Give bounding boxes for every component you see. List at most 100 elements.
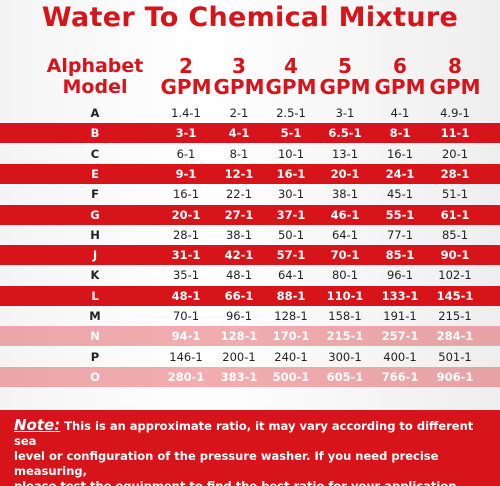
cell: 240-1 bbox=[274, 349, 308, 364]
cell: 215-1 bbox=[438, 309, 472, 323]
row-label: O bbox=[90, 369, 100, 384]
cell: 31-1 bbox=[171, 248, 201, 263]
cell: 35-1 bbox=[172, 268, 200, 283]
cell: 906-1 bbox=[436, 369, 474, 384]
cell: 280-1 bbox=[167, 369, 205, 384]
cell: 102-1 bbox=[438, 268, 472, 283]
cell: 42-1 bbox=[224, 248, 254, 263]
row-label: L bbox=[91, 288, 99, 303]
cell: 10-1 bbox=[277, 146, 305, 161]
note-line: level or configuration of the pressure w… bbox=[14, 449, 439, 478]
cell: 96-1 bbox=[225, 309, 253, 323]
table-row: J 31-1 42-1 57-1 70-1 85-1 90-1 bbox=[0, 245, 500, 266]
cell: 61-1 bbox=[440, 207, 470, 222]
cell: 2-1 bbox=[229, 106, 249, 120]
cell: 12-1 bbox=[224, 166, 254, 181]
cell: 2.5-1 bbox=[276, 106, 306, 120]
cell: 48-1 bbox=[225, 268, 253, 283]
cell: 38-1 bbox=[225, 227, 253, 242]
row-label: G bbox=[90, 207, 100, 222]
cell: 128-1 bbox=[220, 329, 258, 344]
column-header: 4 GPM bbox=[261, 56, 321, 98]
cell: 85-1 bbox=[441, 227, 469, 242]
table-row: E 9-1 12-1 16-1 20-1 24-1 28-1 bbox=[0, 163, 500, 184]
cell: 38-1 bbox=[331, 187, 359, 202]
cell: 16-1 bbox=[386, 146, 414, 161]
cell: 85-1 bbox=[385, 248, 415, 263]
header-line: 5 bbox=[338, 54, 352, 78]
cell: 57-1 bbox=[276, 248, 306, 263]
cell: 51-1 bbox=[441, 187, 469, 202]
header-line: GPM bbox=[265, 75, 317, 99]
table-row: K 35-1 48-1 64-1 80-1 96-1 102-1 bbox=[0, 265, 500, 285]
cell: 6-1 bbox=[176, 146, 196, 161]
cell: 8-1 bbox=[229, 146, 249, 161]
cell: 55-1 bbox=[385, 207, 415, 222]
table-row: B 3-1 4-1 5-1 6.5-1 8-1 11-1 bbox=[0, 123, 500, 144]
note-band: Note: This is an approximate ratio, it ma… bbox=[0, 410, 500, 486]
cell: 90-1 bbox=[440, 248, 470, 263]
table-row: N 94-1 128-1 170-1 215-1 257-1 284-1 bbox=[0, 326, 500, 347]
cell: 16-1 bbox=[276, 166, 306, 181]
cell: 16-1 bbox=[172, 187, 200, 202]
table-row: M 70-1 96-1 128-1 158-1 191-1 215-1 bbox=[0, 306, 500, 326]
header-line: GPM bbox=[213, 75, 265, 99]
cell: 64-1 bbox=[277, 268, 305, 283]
cell: 64-1 bbox=[331, 227, 359, 242]
cell: 4.9-1 bbox=[440, 106, 470, 120]
header-line: GPM bbox=[429, 75, 481, 99]
cell: 94-1 bbox=[171, 329, 201, 344]
header-line: GPM bbox=[374, 75, 426, 99]
row-label: N bbox=[90, 329, 100, 344]
column-header: 8 GPM bbox=[425, 56, 485, 98]
cell: 1.4-1 bbox=[171, 106, 201, 120]
model-header: Alphabet Model bbox=[35, 56, 155, 98]
cell: 24-1 bbox=[385, 166, 415, 181]
cell: 88-1 bbox=[276, 288, 306, 303]
cell: 158-1 bbox=[328, 309, 362, 323]
header-line: GPM bbox=[160, 75, 212, 99]
cell: 191-1 bbox=[383, 309, 417, 323]
cell: 128-1 bbox=[274, 309, 308, 323]
note-line: This is an approximate ratio, it may var… bbox=[14, 419, 474, 448]
cell: 3-1 bbox=[175, 126, 197, 141]
table-row: A 1.4-1 2-1 2.5-1 3-1 4-1 4.9-1 bbox=[0, 103, 500, 123]
cell: 66-1 bbox=[224, 288, 254, 303]
column-header: 2 GPM bbox=[156, 56, 216, 98]
table-row: C 6-1 8-1 10-1 13-1 16-1 20-1 bbox=[0, 144, 500, 164]
cell: 22-1 bbox=[225, 187, 253, 202]
column-header: 3 GPM bbox=[209, 56, 269, 98]
cell: 284-1 bbox=[436, 329, 474, 344]
cell: 170-1 bbox=[272, 329, 310, 344]
table-row: F 16-1 22-1 30-1 38-1 45-1 51-1 bbox=[0, 184, 500, 204]
row-label: E bbox=[91, 166, 99, 181]
cell: 400-1 bbox=[383, 349, 417, 364]
cell: 110-1 bbox=[326, 288, 364, 303]
cell: 28-1 bbox=[172, 227, 200, 242]
header-line: 4 bbox=[284, 54, 298, 78]
note-line: please test the equipment to find the be… bbox=[14, 479, 461, 486]
cell: 28-1 bbox=[440, 166, 470, 181]
header-line: 6 bbox=[393, 54, 407, 78]
header-line: 8 bbox=[448, 54, 462, 78]
row-label: M bbox=[89, 309, 101, 323]
cell: 45-1 bbox=[386, 187, 414, 202]
cell: 20-1 bbox=[441, 146, 469, 161]
header-line: 3 bbox=[232, 54, 246, 78]
cell: 46-1 bbox=[330, 207, 360, 222]
cell: 50-1 bbox=[277, 227, 305, 242]
cell: 11-1 bbox=[440, 126, 470, 141]
row-label: H bbox=[90, 227, 100, 242]
cell: 501-1 bbox=[438, 349, 472, 364]
cell: 145-1 bbox=[436, 288, 474, 303]
cell: 13-1 bbox=[331, 146, 359, 161]
cell: 146-1 bbox=[169, 349, 203, 364]
row-label: A bbox=[90, 106, 100, 120]
cell: 300-1 bbox=[328, 349, 362, 364]
cell: 200-1 bbox=[222, 349, 256, 364]
row-label: C bbox=[90, 146, 100, 161]
cell: 8-1 bbox=[389, 126, 411, 141]
table-row: H 28-1 38-1 50-1 64-1 77-1 85-1 bbox=[0, 225, 500, 245]
header-line: 2 bbox=[179, 54, 193, 78]
